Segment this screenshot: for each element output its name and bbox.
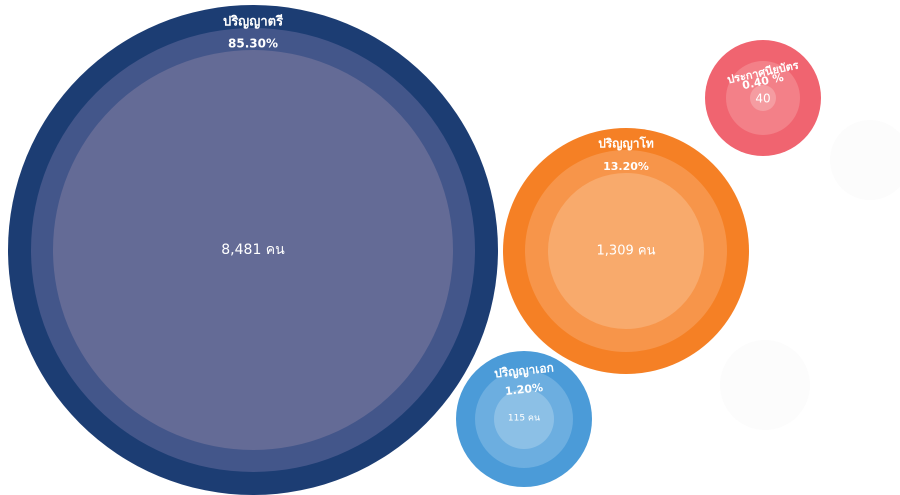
bubble-inner-disc — [750, 85, 776, 111]
bubble-1: ปริญญาตรี 85.30% 8,481 คน — [8, 5, 498, 495]
bubble-percent-label: 13.20% — [603, 160, 649, 173]
bubble-4: ประกาศนียบัตร0.40 %40 — [705, 40, 821, 156]
bubble-count-label: 1,309 คน — [597, 244, 656, 259]
bubble-inner-disc — [548, 173, 704, 329]
bubble-category-label: ปริญญาเอก — [493, 360, 554, 380]
bubble-category-label: ปริญญาโท — [598, 136, 654, 151]
bubble-count-label: 115 คน — [508, 414, 540, 424]
bubble-percent-label: 1.20% — [504, 381, 543, 398]
bubbles-layer: ปริญญาตรี 85.30% 8,481 คน ปริญญาโท 13.20% 1,3… — [8, 5, 821, 495]
bubble-category-label: ปริญญาตรี — [223, 14, 283, 30]
bubble-percent-label: 85.30% — [228, 37, 278, 51]
ghost-circle-1 — [830, 120, 900, 200]
bubble-inner-disc — [494, 389, 554, 449]
ghost-layer — [720, 120, 900, 430]
bubble-count-label: 8,481 คน — [221, 242, 285, 258]
bubble-inner-disc — [53, 50, 453, 450]
bubble-2: ปริญญาโท 13.20% 1,309 คน — [503, 128, 749, 374]
ghost-circle-2 — [720, 340, 810, 430]
bubble-count-label: 40 — [755, 92, 770, 106]
